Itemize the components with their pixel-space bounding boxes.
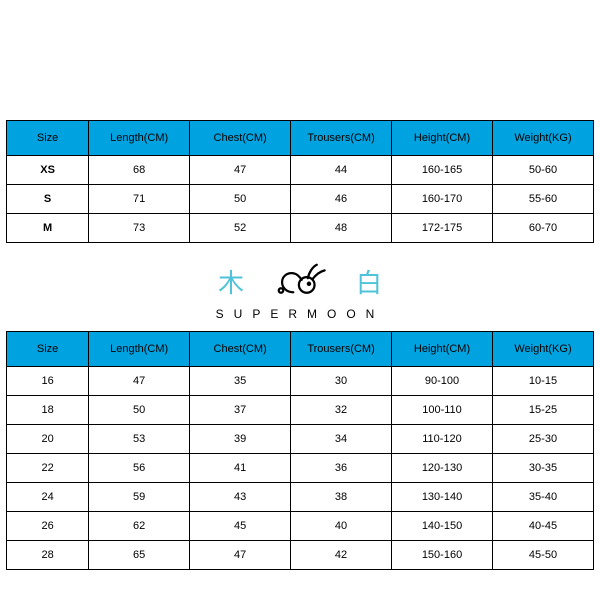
cjk-right-glyph: 白 [356,263,382,300]
table-header-row: Size Length(CM) Chest(CM) Trousers(CM) H… [7,332,594,367]
brand-logo-block: 木 白 [6,261,594,321]
table-row: S 71 50 46 160-170 55-60 [7,185,594,214]
table-row: 20 53 39 34 110-120 25-30 [7,425,594,454]
col-weight: Weight(KG) [492,121,593,156]
table-header-row: Size Length(CM) Chest(CM) Trousers(CM) H… [7,121,594,156]
col-height: Height(CM) [392,121,493,156]
table-row: 16 47 35 30 90-100 10-15 [7,367,594,396]
col-size: Size [7,332,89,367]
col-trousers: Trousers(CM) [291,332,392,367]
col-chest: Chest(CM) [190,121,291,156]
col-chest: Chest(CM) [190,332,291,367]
table-row: XS 68 47 44 160-165 50-60 [7,156,594,185]
table-row: 24 59 43 38 130-140 35-40 [7,483,594,512]
size-table-adult: Size Length(CM) Chest(CM) Trousers(CM) H… [6,120,594,243]
col-trousers: Trousers(CM) [291,121,392,156]
col-length: Length(CM) [89,121,190,156]
table-row: 28 65 47 42 150-160 45-50 [7,541,594,570]
table-row: 22 56 41 36 120-130 30-35 [7,454,594,483]
table-row: 26 62 45 40 140-150 40-45 [7,512,594,541]
size-table-kids: Size Length(CM) Chest(CM) Trousers(CM) H… [6,331,594,570]
table-row: 18 50 37 32 100-110 15-25 [7,396,594,425]
col-height: Height(CM) [392,332,493,367]
rabbit-icon [272,261,328,301]
col-size: Size [7,121,89,156]
table-row: M 73 52 48 172-175 60-70 [7,214,594,243]
col-weight: Weight(KG) [492,332,593,367]
brand-text: SUPERMOON [6,307,594,321]
cjk-left-glyph: 木 [218,263,244,300]
col-length: Length(CM) [89,332,190,367]
